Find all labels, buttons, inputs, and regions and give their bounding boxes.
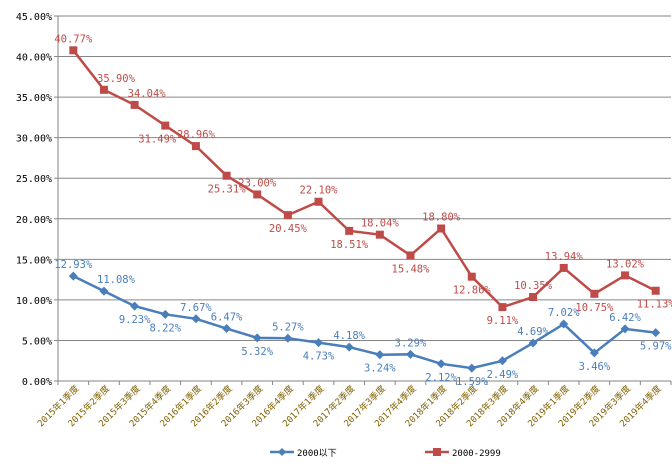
- data-label: 34.04%: [128, 88, 167, 100]
- data-point: [375, 350, 385, 360]
- data-point: [589, 348, 599, 358]
- data-label: 3.29%: [395, 337, 427, 349]
- data-label: 13.02%: [606, 258, 645, 270]
- data-label: 13.94%: [545, 251, 584, 263]
- data-point: [559, 263, 568, 272]
- data-label: 18.04%: [361, 218, 400, 230]
- y-tick-label: 0.00%: [22, 377, 52, 388]
- data-label: 7.67%: [180, 302, 212, 314]
- data-point: [529, 293, 538, 302]
- data-point: [99, 85, 108, 94]
- data-label: 1.59%: [456, 376, 488, 388]
- data-label: 9.23%: [119, 314, 151, 326]
- data-label: 40.77%: [54, 33, 93, 45]
- data-label: 3.24%: [364, 363, 396, 375]
- data-point: [405, 349, 415, 359]
- data-label: 22.10%: [300, 185, 339, 197]
- data-point: [345, 226, 354, 235]
- data-label: 4.69%: [517, 326, 549, 338]
- data-point: [498, 303, 507, 312]
- y-tick-label: 45.00%: [16, 12, 52, 23]
- data-point: [314, 338, 324, 348]
- data-label: 2.12%: [425, 372, 457, 384]
- data-point: [222, 324, 232, 334]
- data-point: [620, 324, 630, 334]
- data-label: 5.32%: [241, 346, 273, 358]
- y-tick-label: 5.00%: [22, 336, 52, 347]
- data-label: 15.48%: [392, 263, 431, 275]
- data-point: [497, 356, 507, 366]
- data-point: [191, 142, 200, 151]
- data-point: [253, 190, 262, 199]
- data-label: 20.45%: [269, 223, 308, 235]
- y-tick-label: 20.00%: [16, 215, 52, 226]
- data-point: [467, 363, 477, 373]
- data-point: [160, 309, 170, 319]
- data-label: 6.47%: [211, 312, 243, 324]
- data-label: 18.80%: [422, 212, 461, 224]
- y-tick-label: 10.00%: [16, 296, 52, 307]
- data-label: 31.49%: [138, 134, 177, 146]
- data-point: [130, 100, 139, 109]
- data-label: 12.93%: [54, 259, 93, 271]
- legend-marker: [433, 448, 441, 456]
- y-tick-label: 25.00%: [16, 174, 52, 185]
- data-point: [344, 342, 354, 352]
- data-label: 10.75%: [575, 302, 614, 314]
- data-point: [161, 121, 170, 130]
- legend-label: 2000-2999: [452, 449, 501, 459]
- data-point: [69, 46, 78, 55]
- data-label: 28.96%: [177, 129, 216, 141]
- data-label: 25.31%: [208, 184, 247, 196]
- y-tick-label: 30.00%: [16, 134, 52, 145]
- data-label: 11.13%: [637, 299, 672, 311]
- data-label: 3.46%: [579, 361, 611, 373]
- data-point: [436, 359, 446, 369]
- y-tick-label: 15.00%: [16, 255, 52, 266]
- data-point: [406, 251, 415, 260]
- data-label: 4.18%: [333, 330, 365, 342]
- data-point: [559, 319, 569, 329]
- data-point: [528, 338, 538, 348]
- data-point: [130, 301, 140, 311]
- data-point: [68, 271, 78, 281]
- data-label: 10.35%: [514, 280, 553, 292]
- data-label: 7.02%: [548, 307, 580, 319]
- data-label: 2.49%: [487, 369, 519, 381]
- legend-marker: [278, 448, 286, 456]
- data-point: [99, 286, 109, 296]
- data-label: 4.73%: [303, 351, 335, 363]
- data-point: [651, 286, 660, 295]
- series-line-0: [72, 275, 656, 370]
- data-point: [651, 328, 661, 338]
- data-label: 35.90%: [97, 73, 136, 85]
- data-point: [222, 171, 231, 180]
- data-label: 5.27%: [272, 321, 304, 333]
- data-point: [621, 271, 630, 280]
- data-point: [437, 224, 446, 233]
- data-label: 12.86%: [453, 285, 492, 297]
- data-point: [283, 211, 292, 220]
- series-line-1: [72, 49, 657, 309]
- y-tick-label: 35.00%: [16, 93, 52, 104]
- data-point: [314, 197, 323, 206]
- data-point: [252, 333, 262, 343]
- data-label: 6.42%: [609, 312, 641, 324]
- legend-label: 2000以下: [297, 449, 337, 459]
- data-point: [590, 289, 599, 298]
- data-label: 8.22%: [149, 322, 181, 334]
- data-label: 11.08%: [97, 274, 136, 286]
- data-point: [467, 272, 476, 281]
- data-point: [375, 230, 384, 239]
- y-tick-label: 40.00%: [16, 53, 52, 64]
- data-label: 18.51%: [330, 239, 369, 251]
- data-point: [191, 314, 201, 324]
- data-label: 9.11%: [487, 315, 519, 327]
- data-label: 23.00%: [238, 177, 277, 189]
- data-label: 5.97%: [640, 341, 672, 353]
- data-point: [283, 333, 293, 343]
